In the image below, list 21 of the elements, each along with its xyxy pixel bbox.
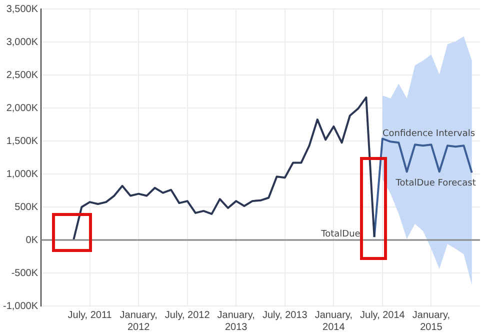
x-tick-label: July, 2014 [360,310,406,321]
y-tick-label: 1,500K [6,136,38,147]
y-tick-label: 3,500K [6,4,38,15]
series-label: TotalDue Forecast [394,178,476,189]
y-tick-label: 500K [14,202,38,213]
y-tick-label: 2,500K [6,70,38,81]
x-tick-label: July, 2013 [262,310,308,321]
x-tick-label: January, 2014 [314,310,352,333]
x-tick-label: July, 2011 [68,310,112,321]
annotation: Confidence Intervals [382,129,476,140]
x-tick-label: January, 2012 [120,310,158,333]
y-tick-label: 1,000K [6,168,38,180]
y-tick-label: -500K [11,268,38,279]
x-tick-label: January, 2015 [412,310,450,333]
y-tick-label: 2,000K [6,102,38,114]
y-tick-label: -1,000K [2,300,38,312]
y-tick-label: 0K [26,234,38,246]
series-label: TotalDue [320,229,361,240]
x-tick-label: January, 2013 [217,310,255,333]
x-tick-label: July, 2012 [164,310,210,321]
y-tick-label: 3,000K [6,36,38,48]
